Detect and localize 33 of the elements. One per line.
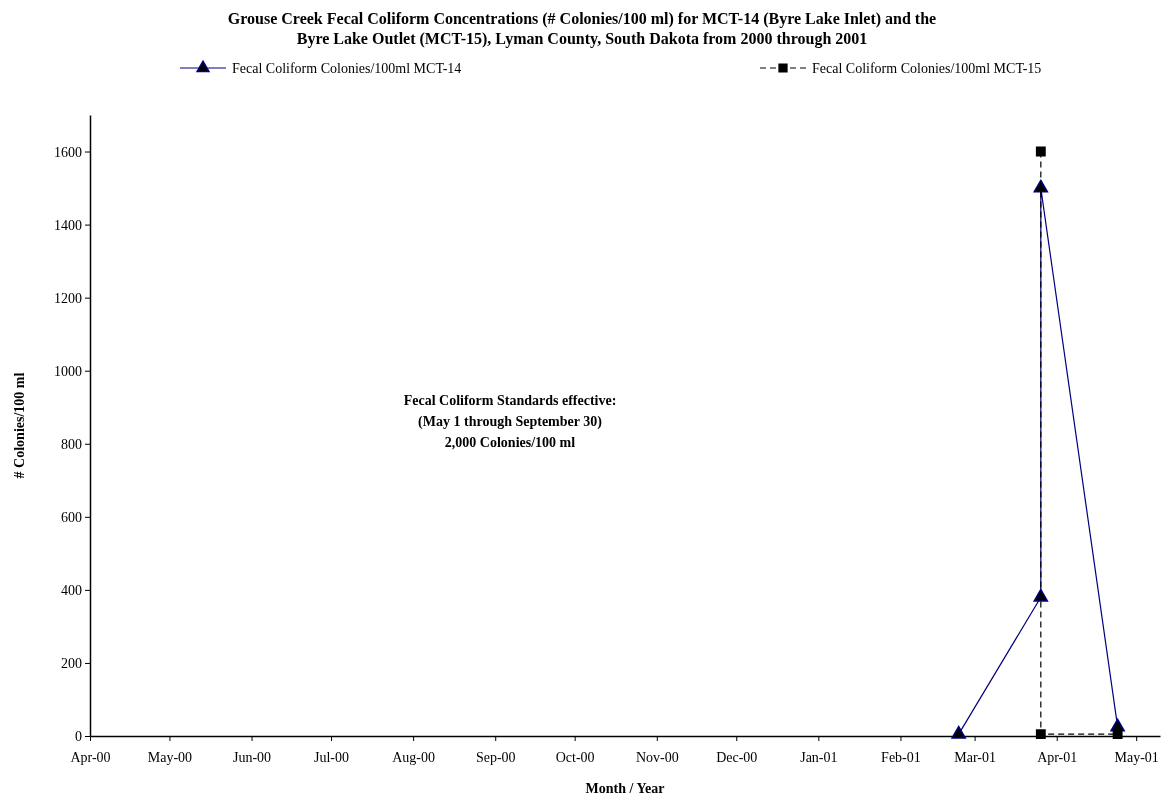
x-tick-label: Dec-00 bbox=[716, 750, 758, 766]
x-tick-label: Aug-00 bbox=[392, 750, 436, 766]
y-tick-label: 600 bbox=[61, 509, 82, 525]
point bbox=[1035, 146, 1046, 157]
x-tick-label: Sep-00 bbox=[475, 750, 516, 766]
legend-label: Fecal Coliform Colonies/100ml MCT-15 bbox=[812, 61, 1042, 76]
x-tick-label: May-01 bbox=[1114, 750, 1159, 766]
y-tick-label: 400 bbox=[61, 582, 82, 598]
y-tick-label: 200 bbox=[61, 655, 82, 671]
chart-title: Grouse Creek Fecal Coliform Concentrations (# Colonies/100 ml) for MCT-14 (Byre Lake Inlet) and the Byre Lake Outlet (MCT-15), Lyman County, South Dakota from 2000 through 2001 bbox=[227, 10, 937, 48]
x-tick-label: Oct-00 bbox=[555, 750, 595, 766]
y-tick-label: 1600 bbox=[54, 144, 82, 160]
y-axis-title: # Colonies/100 ml bbox=[12, 372, 27, 479]
y-tick-label: 1400 bbox=[54, 217, 82, 233]
x-tick-label: Apr-01 bbox=[1037, 750, 1078, 766]
x-tick-label: Jun-00 bbox=[233, 750, 272, 766]
point bbox=[1033, 179, 1049, 193]
x-axis-title: Month / Year bbox=[585, 781, 665, 796]
y-tick-label: 1200 bbox=[54, 290, 82, 306]
y-tick-label: 0 bbox=[75, 728, 82, 744]
x-tick-label: May-00 bbox=[147, 750, 193, 766]
x-tick-label: Feb-01 bbox=[881, 750, 921, 766]
x-tick-label: Apr-00 bbox=[70, 750, 111, 766]
annotation: Fecal Coliform Standards effective: (May 1 through September 30) 2,000 Colonies/100 ml bbox=[403, 393, 617, 450]
x-tick-label: Mar-01 bbox=[954, 750, 996, 766]
x-tick-label: Jan-01 bbox=[800, 750, 838, 766]
x-tick-label: Nov-00 bbox=[635, 750, 679, 766]
point bbox=[1033, 588, 1049, 602]
x-tick-label: Jul-00 bbox=[314, 750, 350, 766]
y-tick-label: 1000 bbox=[54, 363, 82, 379]
legend-label: Fecal Coliform Colonies/100ml MCT-14 bbox=[232, 61, 462, 76]
y-tick-label: 800 bbox=[61, 436, 82, 452]
point bbox=[951, 725, 967, 739]
